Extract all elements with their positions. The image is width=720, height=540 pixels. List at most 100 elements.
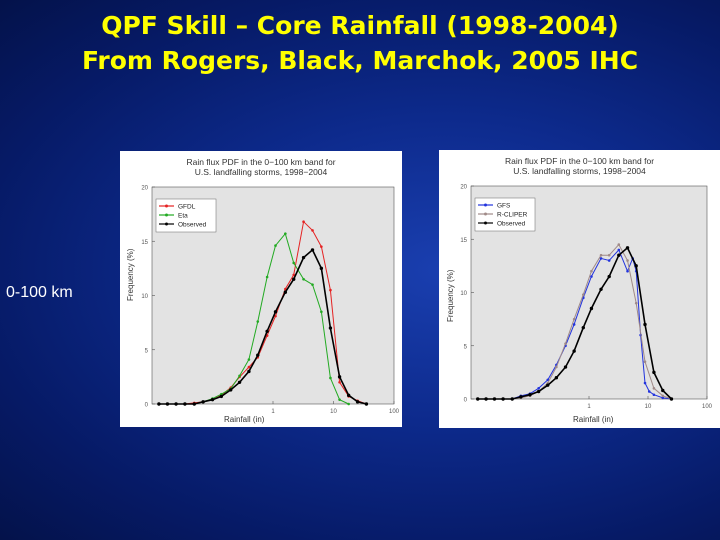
data-point: [572, 317, 576, 321]
data-point: [492, 397, 497, 401]
data-point: [329, 288, 332, 292]
chart-panel-right: Rain flux PDF in the 0−100 km band for U…: [439, 150, 720, 428]
data-point: [292, 273, 296, 277]
data-point: [617, 243, 621, 246]
data-point: [328, 326, 333, 330]
chart-title-line1: Rain flux PDF in the 0−100 km band for: [186, 157, 336, 167]
data-point: [302, 277, 305, 281]
data-point: [555, 365, 558, 369]
y-tick-label: 20: [460, 185, 467, 191]
legend-marker: [165, 222, 168, 226]
legend-marker: [484, 212, 487, 216]
data-point: [599, 257, 603, 260]
data-point: [165, 402, 170, 406]
x-tick-label: 100: [702, 404, 713, 410]
data-point: [210, 397, 215, 402]
legend-marker: [165, 213, 168, 217]
data-point: [247, 365, 251, 369]
data-point: [599, 287, 603, 292]
data-point: [347, 402, 350, 406]
data-point: [669, 397, 674, 401]
data-point: [661, 388, 665, 393]
legend-label: GFS: [497, 203, 511, 210]
data-point: [519, 395, 523, 399]
data-point: [284, 232, 287, 235]
data-point: [302, 220, 305, 224]
data-point: [355, 400, 360, 404]
data-point: [292, 277, 296, 281]
data-point: [634, 264, 638, 268]
data-point: [510, 397, 514, 401]
y-tick-label: 5: [464, 344, 468, 350]
data-point: [501, 397, 505, 401]
data-point: [174, 402, 178, 406]
data-point: [546, 378, 550, 382]
data-point: [311, 229, 314, 232]
data-point: [625, 246, 630, 250]
data-point: [661, 396, 665, 400]
data-point: [310, 248, 315, 252]
data-point: [364, 402, 369, 406]
chart-title-line2: U.S. landfalling storms, 1998−2004: [194, 167, 328, 177]
data-point: [626, 269, 629, 273]
legend-marker: [484, 203, 487, 207]
data-point: [265, 275, 269, 279]
data-point: [237, 380, 242, 384]
data-point: [643, 322, 647, 327]
data-point: [283, 290, 288, 294]
data-point: [476, 397, 480, 401]
data-point: [274, 314, 277, 318]
data-point: [554, 376, 559, 380]
data-point: [219, 394, 224, 399]
data-point: [634, 301, 638, 305]
data-point: [528, 393, 532, 397]
x-axis-label: Rainfall (in): [224, 415, 265, 424]
data-point: [537, 387, 540, 390]
y-axis-label: Frequency (%): [446, 269, 455, 322]
legend-marker: [484, 221, 487, 225]
data-point: [607, 274, 611, 279]
x-tick-label: 10: [330, 409, 337, 415]
y-tick-label: 5: [145, 348, 149, 354]
data-point: [581, 293, 585, 296]
data-point: [256, 353, 260, 357]
chart-panel-left: Rain flux PDF in the 0−100 km band for U…: [120, 151, 402, 427]
side-label: 0-100 km: [6, 284, 73, 301]
data-point: [320, 310, 323, 314]
data-point: [563, 365, 568, 369]
data-point: [652, 387, 656, 390]
data-point: [564, 342, 567, 345]
slide-title-line1: QPF Skill – Core Rainfall (1998-2004): [101, 11, 619, 40]
x-tick-label: 100: [389, 409, 400, 415]
chart-title-line1: Rain flux PDF in the 0−100 km band for: [504, 156, 655, 166]
data-point: [247, 369, 251, 374]
data-point: [617, 248, 621, 252]
data-point: [647, 390, 651, 393]
data-point: [292, 261, 296, 265]
legend-label: Observed: [178, 222, 207, 229]
data-point: [652, 393, 656, 397]
x-tick-label: 10: [645, 404, 652, 410]
y-tick-label: 10: [141, 294, 148, 300]
data-point: [256, 320, 260, 323]
legend-label: Observed: [497, 221, 526, 228]
data-point: [607, 259, 611, 262]
data-point: [301, 255, 306, 260]
legend-label: R-CLIPER: [497, 212, 528, 219]
data-point: [329, 376, 332, 380]
data-point: [319, 266, 324, 271]
data-point: [617, 253, 621, 257]
x-axis-label: Rainfall (in): [573, 415, 614, 424]
data-point: [337, 375, 342, 379]
data-point: [546, 383, 550, 387]
y-tick-label: 10: [460, 291, 467, 297]
data-point: [652, 370, 656, 375]
slide-title-line2: From Rogers, Black, Marchok, 2005 IHC: [81, 46, 639, 75]
data-point: [183, 402, 187, 406]
legend-marker: [165, 204, 168, 208]
y-tick-label: 15: [460, 238, 467, 244]
data-point: [661, 394, 665, 398]
data-point: [590, 275, 593, 278]
data-point: [536, 389, 541, 394]
chart-title-line2: U.S. landfalling storms, 1998−2004: [513, 166, 646, 176]
